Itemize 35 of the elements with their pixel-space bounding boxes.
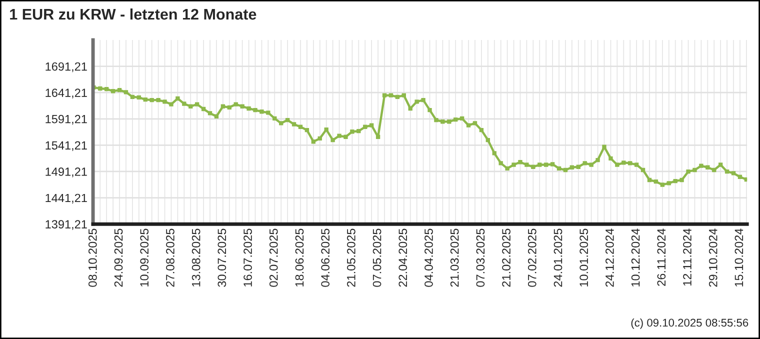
x-tick-label: 18.06.2025 bbox=[295, 228, 304, 286]
x-tick-label: 21.02.2025 bbox=[502, 228, 510, 287]
x-tick-label: 29.10.2024 bbox=[708, 228, 718, 287]
x-tick-label: 16.07.2025 bbox=[244, 228, 252, 286]
x-tick-label: 04.04.2025 bbox=[424, 228, 433, 287]
y-tick-label: 1391,21 bbox=[46, 220, 87, 230]
y-tick-label: 1491,21 bbox=[46, 168, 87, 178]
x-tick-label: 21.03.2025 bbox=[450, 228, 459, 287]
x-tick-label: 26.11.2024 bbox=[657, 228, 666, 286]
y-tick-label: 1641,21 bbox=[46, 88, 87, 98]
x-tick-label: 04.06.2025 bbox=[321, 228, 330, 287]
x-tick-label: 24.12.2024 bbox=[606, 228, 614, 287]
x-tick-label: 27.08.2025 bbox=[166, 228, 174, 287]
x-tick-label: 21.05.2025 bbox=[347, 228, 356, 287]
chart-title: 1 EUR zu KRW - letzten 12 Monate bbox=[10, 8, 256, 20]
y-tick-label: 1541,21 bbox=[46, 141, 87, 151]
x-tick-label: 10.12.2024 bbox=[631, 228, 640, 286]
x-tick-label: 30.07.2025 bbox=[218, 228, 226, 287]
y-tick-label: 1691,21 bbox=[46, 62, 87, 72]
x-tick-label: 22.04.2025 bbox=[398, 228, 408, 287]
x-tick-label: 24.01.2025 bbox=[554, 228, 562, 287]
x-tick-label: 08.10.2025 bbox=[88, 228, 97, 287]
x-tick-label: 10.01.2025 bbox=[580, 228, 588, 286]
x-tick-label: 24.09.2025 bbox=[114, 228, 123, 287]
x-tick-label: 15.10.2024 bbox=[734, 228, 744, 286]
x-tick-label: 07.03.2025 bbox=[476, 228, 485, 287]
x-tick-label: 12.11.2024 bbox=[683, 228, 692, 286]
x-tick-label: 02.07.2025 bbox=[269, 228, 278, 287]
y-tick-label: 1591,21 bbox=[46, 114, 87, 125]
text: (c) 09.10.2025 08:55:56 bbox=[631, 318, 748, 329]
x-tick-label: 07.05.2025 bbox=[372, 228, 382, 287]
x-tick-label: 10.09.2025 bbox=[140, 228, 149, 286]
y-tick-label: 1441,21 bbox=[46, 194, 87, 204]
x-tick-label: 07.02.2025 bbox=[528, 228, 536, 287]
x-tick-label: 13.08.2025 bbox=[192, 228, 200, 286]
